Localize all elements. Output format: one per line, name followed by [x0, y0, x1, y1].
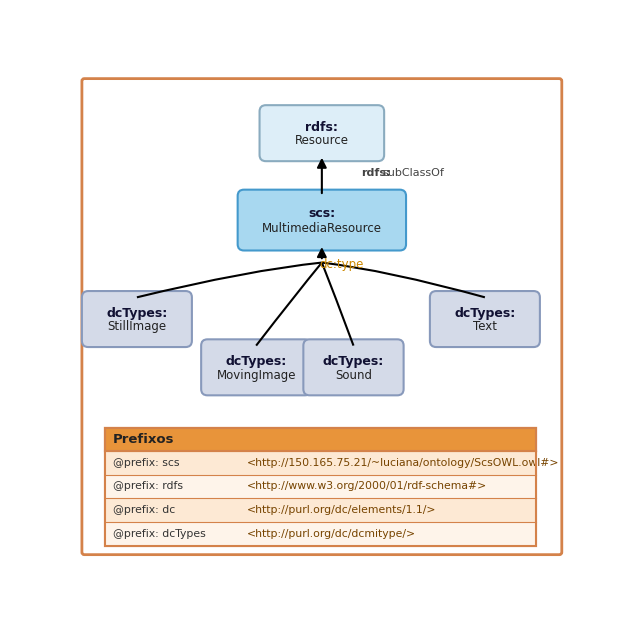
- Text: rdfs:: rdfs:: [305, 121, 338, 134]
- FancyBboxPatch shape: [259, 105, 384, 161]
- Polygon shape: [106, 498, 536, 522]
- FancyBboxPatch shape: [106, 428, 536, 546]
- Polygon shape: [106, 428, 536, 451]
- Text: Text: Text: [473, 320, 497, 334]
- FancyBboxPatch shape: [303, 339, 404, 396]
- Text: <http://www.w3.org/2000/01/rdf-schema#>: <http://www.w3.org/2000/01/rdf-schema#>: [246, 482, 487, 492]
- Text: Prefixos: Prefixos: [112, 433, 174, 446]
- Text: <http://150.165.75.21/~luciana/ontology/ScsOWL.owl#>: <http://150.165.75.21/~luciana/ontology/…: [246, 458, 559, 468]
- Text: @prefix: dcTypes: @prefix: dcTypes: [112, 529, 205, 539]
- FancyBboxPatch shape: [430, 291, 540, 347]
- Polygon shape: [106, 451, 536, 475]
- Text: @prefix: scs: @prefix: scs: [112, 458, 179, 468]
- Text: subClassOf: subClassOf: [382, 168, 445, 178]
- Text: dcTypes:: dcTypes:: [454, 307, 516, 320]
- Text: @prefix: rdfs: @prefix: rdfs: [112, 482, 183, 492]
- Text: @prefix: dc: @prefix: dc: [112, 505, 175, 515]
- Text: dcTypes:: dcTypes:: [323, 355, 384, 368]
- Text: dc:type: dc:type: [319, 258, 364, 271]
- Text: MovingImage: MovingImage: [217, 369, 296, 382]
- FancyBboxPatch shape: [237, 189, 406, 251]
- Text: Sound: Sound: [335, 369, 372, 382]
- Text: <http://purl.org/dc/elements/1.1/>: <http://purl.org/dc/elements/1.1/>: [246, 505, 436, 515]
- Text: rdfs:: rdfs:: [360, 168, 390, 178]
- Text: dcTypes:: dcTypes:: [225, 355, 287, 368]
- Text: <http://purl.org/dc/dcmitype/>: <http://purl.org/dc/dcmitype/>: [246, 529, 416, 539]
- FancyBboxPatch shape: [201, 339, 311, 396]
- Text: Resource: Resource: [295, 135, 349, 147]
- Polygon shape: [106, 475, 536, 498]
- Text: dcTypes:: dcTypes:: [106, 307, 168, 320]
- Text: MultimediaResource: MultimediaResource: [262, 222, 382, 235]
- Text: StillImage: StillImage: [107, 320, 166, 334]
- FancyBboxPatch shape: [82, 78, 562, 555]
- Text: scs:: scs:: [308, 208, 335, 220]
- Polygon shape: [106, 522, 536, 546]
- FancyBboxPatch shape: [82, 291, 192, 347]
